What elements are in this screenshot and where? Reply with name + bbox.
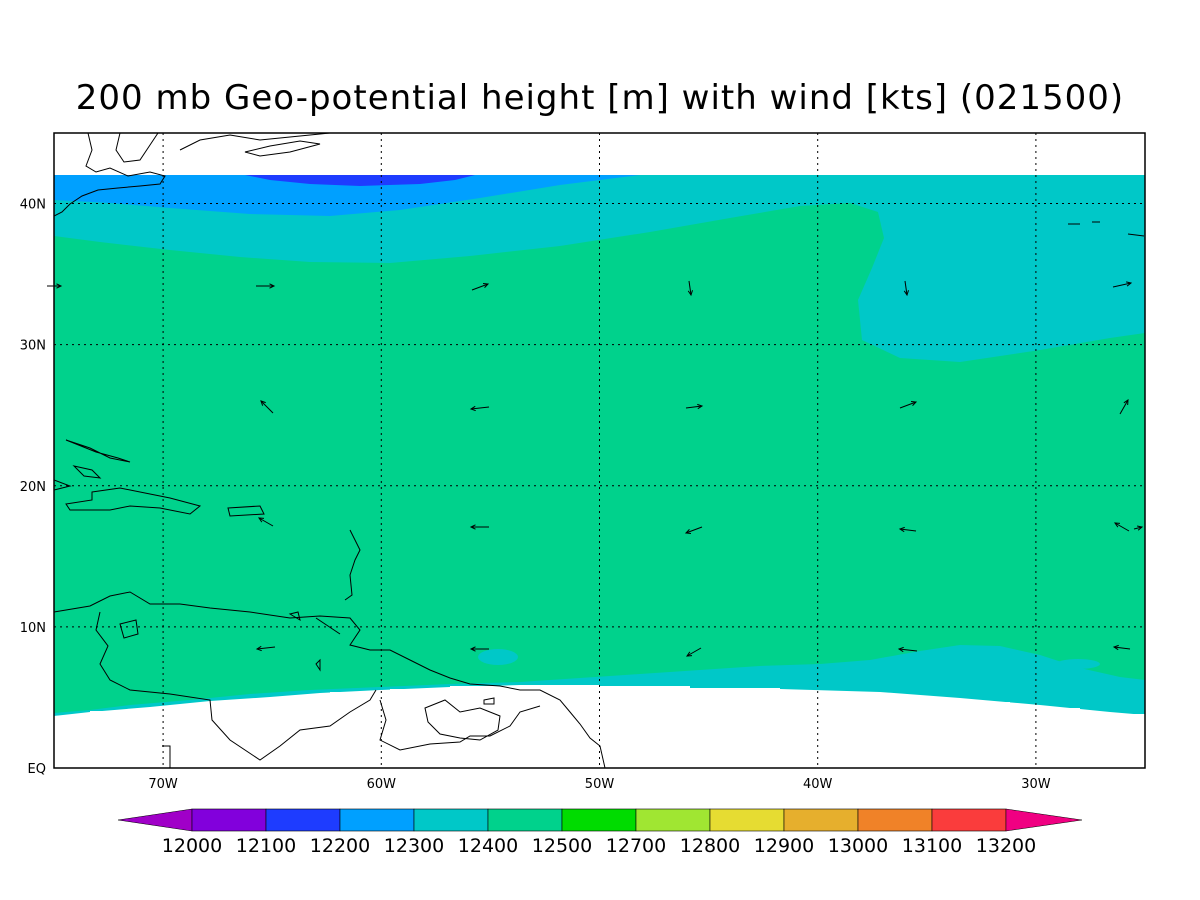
colorbar-level-label: 12100 [236, 835, 296, 857]
colorbar-swatch [783, 808, 859, 832]
colorbar-swatch [857, 808, 933, 832]
wind-arrow [685, 403, 704, 410]
colorbar-swatch [709, 808, 785, 832]
y-tick-label: EQ [28, 762, 46, 777]
colorbar: 12000 12100 12200 12300 12400 12500 12700 12800… [117, 808, 1083, 857]
wind-arrow [256, 283, 276, 289]
chart-title: 200 mb Geo-potential height [m] with win… [75, 78, 1125, 118]
colorbar-swatch [339, 808, 415, 832]
coastlines [54, 133, 1145, 768]
y-tick-labels: EQ 10N 20N 30N 40N [20, 198, 46, 777]
no-data-region [54, 685, 1145, 768]
height-field-12400-patch [1056, 659, 1100, 669]
colorbar-level-label: 12700 [606, 835, 666, 857]
y-tick-label: 30N [20, 339, 46, 354]
wind-arrow [255, 645, 276, 652]
colorbar-arrow-low [117, 808, 193, 832]
colorbar-arrow-high [1005, 808, 1083, 832]
wind-arrow [469, 524, 489, 530]
wind-arrow [1114, 522, 1130, 532]
wind-arrow [903, 280, 909, 297]
colorbar-level-label: 12500 [532, 835, 592, 857]
colorbar-swatch [561, 808, 637, 832]
colorbar-level-label: 12000 [162, 835, 222, 857]
wind-arrow [899, 401, 918, 409]
colorbar-swatch [265, 808, 341, 832]
wind-arrow [471, 283, 490, 291]
x-tick-label: 40W [803, 777, 833, 792]
wind-arrow [687, 280, 693, 297]
x-tick-label: 50W [585, 777, 615, 792]
colorbar-level-label: 12400 [458, 835, 518, 857]
colorbar-swatch [413, 808, 489, 832]
wind-arrow [1112, 644, 1131, 651]
wind-arrow [898, 526, 917, 533]
height-field-12300 [54, 175, 640, 216]
height-field-12200 [245, 175, 475, 186]
colorbar-swatch [635, 808, 711, 832]
colorbar-swatch [487, 808, 563, 832]
colorbar-level-label: 12900 [754, 835, 814, 857]
wind-arrow [469, 646, 489, 652]
y-tick-label: 20N [20, 480, 46, 495]
colorbar-level-label: 13200 [976, 835, 1036, 857]
y-tick-label: 10N [20, 621, 46, 636]
wind-arrow [258, 517, 274, 527]
colorbar-level-label: 13000 [828, 835, 888, 857]
colorbar-level-label: 12300 [384, 835, 444, 857]
wind-arrow [684, 526, 703, 534]
plot-border [53, 132, 1146, 769]
x-tick-label: 60W [367, 777, 397, 792]
x-tick-label: 30W [1021, 777, 1051, 792]
colorbar-level-label: 12800 [680, 835, 740, 857]
height-field-12400-patch [478, 649, 518, 665]
wind-vectors [47, 280, 1144, 657]
y-tick-label: 40N [20, 198, 46, 213]
x-tick-labels: 70W 60W 50W 40W 30W [148, 777, 1050, 792]
colorbar-level-label: 13100 [902, 835, 962, 857]
wind-arrow [686, 647, 702, 657]
wind-arrow [469, 405, 490, 412]
x-tick-label: 70W [148, 777, 178, 792]
colorbar-level-label: 12200 [310, 835, 370, 857]
wind-arrow [260, 400, 274, 414]
colorbar-swatch [191, 808, 267, 832]
wind-arrow [1119, 399, 1129, 415]
colorbar-swatch [931, 808, 1007, 832]
grid-lines [54, 133, 1145, 768]
wind-arrow [1133, 525, 1144, 531]
wind-arrow [1112, 281, 1133, 288]
wind-arrow [897, 646, 918, 653]
